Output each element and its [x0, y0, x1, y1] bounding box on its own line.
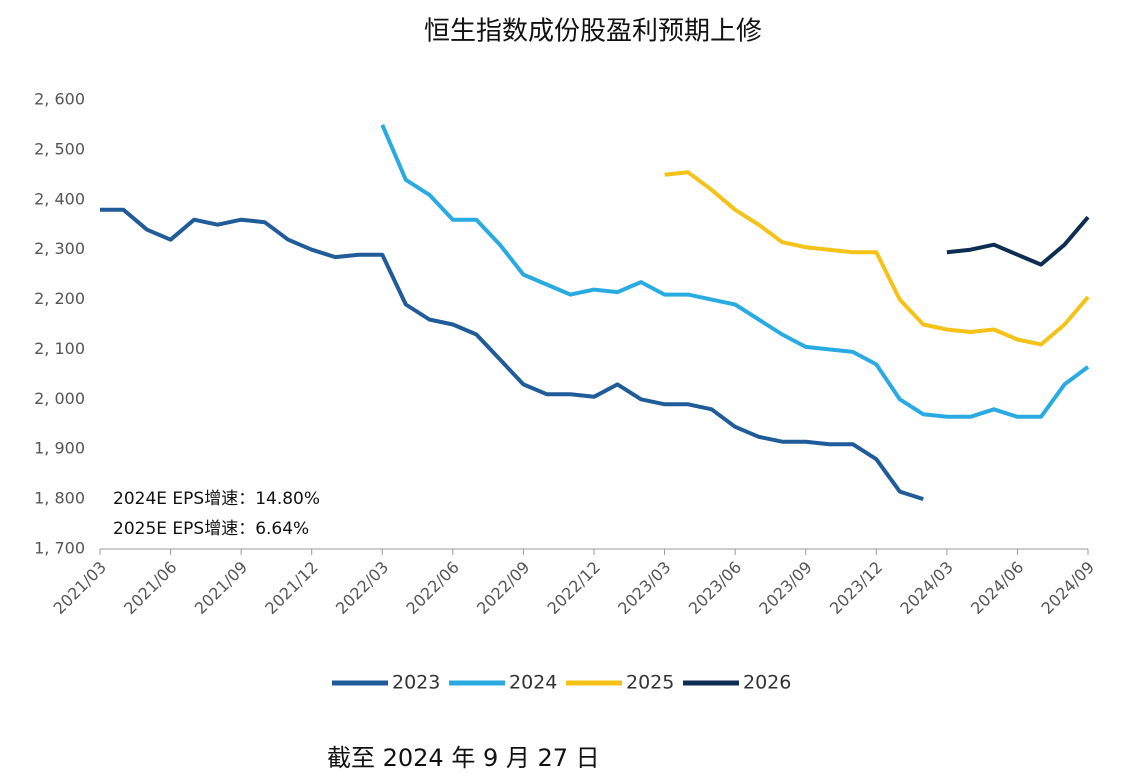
legend-label: 2026: [743, 672, 791, 694]
footnote: 截至 2024 年 9 月 27 日: [327, 744, 600, 772]
x-tick-label: 2023/06: [685, 558, 745, 618]
x-tick-label: 2023/09: [755, 558, 815, 618]
y-tick-label: 1, 800: [34, 489, 85, 508]
annotation: 2025E EPS增速：6.64%: [113, 519, 309, 539]
y-tick-label: 2, 100: [34, 339, 85, 358]
x-tick-label: 2024/06: [967, 558, 1027, 618]
legend-label: 2023: [392, 672, 440, 694]
x-tick-label: 2024/03: [896, 558, 956, 618]
legend-label: 2024: [509, 672, 557, 694]
y-tick-label: 1, 700: [34, 539, 85, 558]
series-line: [664, 170, 1090, 347]
y-tick-label: 2, 500: [34, 139, 85, 158]
y-tick-label: 2, 400: [34, 189, 85, 208]
y-tick-label: 2, 000: [34, 389, 85, 408]
x-tick-label: 2023/03: [614, 558, 674, 618]
legend-label: 2025: [626, 672, 674, 694]
x-tick-label: 2022/09: [473, 558, 533, 618]
x-tick-label: 2022/12: [544, 558, 604, 618]
y-tick-label: 2, 200: [34, 289, 85, 308]
series-line: [380, 124, 1090, 419]
x-tick-label: 2021/03: [50, 558, 110, 618]
x-tick-label: 2021/09: [191, 558, 251, 618]
x-tick-label: 2022/06: [402, 558, 462, 618]
series-line: [100, 207, 924, 502]
x-tick-label: 2021/06: [120, 558, 180, 618]
y-tick-label: 2, 300: [34, 239, 85, 258]
series-line: [946, 215, 1090, 267]
annotation: 2024E EPS增速：14.80%: [113, 489, 320, 509]
chart-title: 恒生指数成份股盈利预期上修: [424, 17, 762, 47]
x-tick-label: 2023/12: [826, 558, 886, 618]
y-tick-label: 2, 600: [34, 90, 85, 109]
x-tick-label: 2022/03: [332, 558, 392, 618]
y-tick-label: 1, 900: [34, 439, 85, 458]
x-tick-label: 2021/12: [261, 558, 321, 618]
x-tick-label: 2024/09: [1038, 558, 1098, 618]
